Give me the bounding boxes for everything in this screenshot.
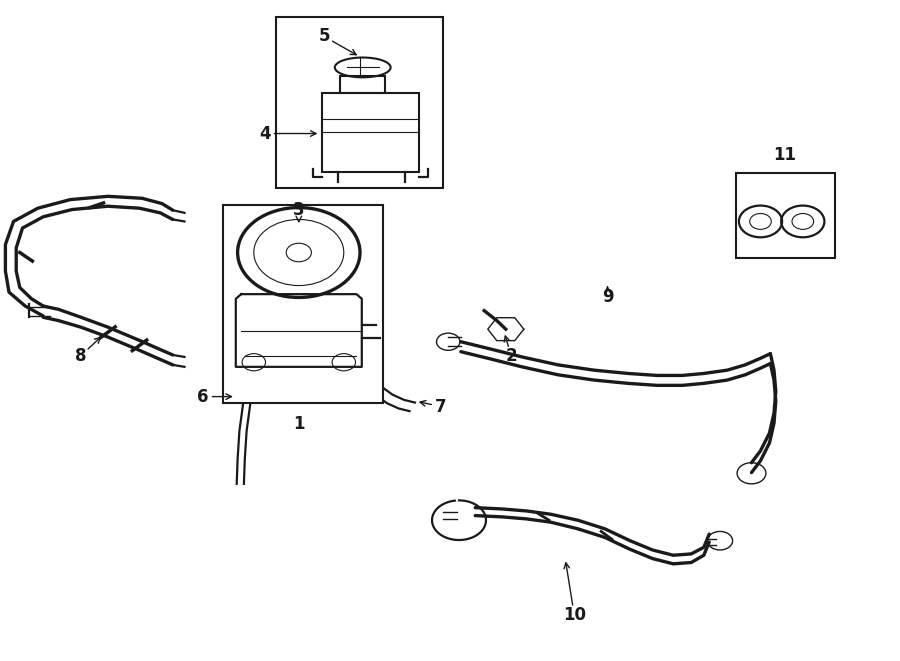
Text: 1: 1 bbox=[293, 415, 304, 433]
Text: 2: 2 bbox=[506, 346, 517, 365]
Bar bbox=[736, 173, 835, 258]
Text: 6: 6 bbox=[197, 387, 208, 406]
Text: 4: 4 bbox=[259, 124, 270, 143]
Text: 8: 8 bbox=[76, 346, 86, 365]
Text: 3: 3 bbox=[293, 201, 304, 219]
Text: 7: 7 bbox=[436, 397, 446, 416]
Bar bbox=[340, 76, 385, 93]
Bar bbox=[223, 205, 383, 403]
Bar bbox=[276, 17, 443, 188]
Bar bbox=[322, 93, 419, 172]
Text: 5: 5 bbox=[319, 27, 329, 46]
Text: 9: 9 bbox=[602, 288, 613, 307]
Text: 11: 11 bbox=[773, 146, 796, 164]
Text: 10: 10 bbox=[562, 605, 586, 624]
